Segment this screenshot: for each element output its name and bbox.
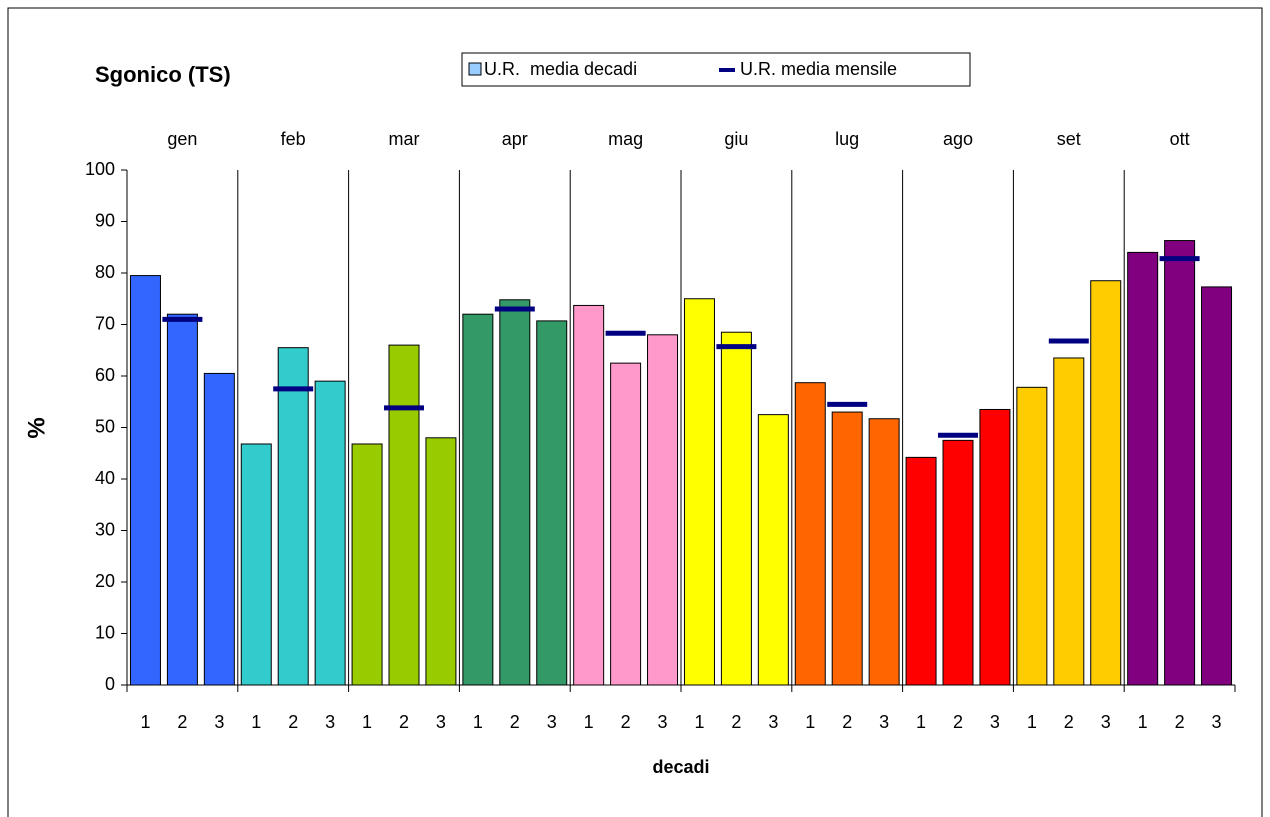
x-tick-label: 2 (1064, 712, 1074, 732)
bar (314, 380, 346, 686)
y-tick-label: 30 (95, 519, 115, 539)
x-tick-label: 1 (140, 712, 150, 732)
bar (1016, 386, 1048, 686)
x-tick-label: 3 (879, 712, 889, 732)
month-label: mag (608, 129, 643, 149)
x-tick-label: 3 (658, 712, 668, 732)
bar (1164, 240, 1196, 686)
x-tick-label: 3 (1101, 712, 1111, 732)
x-tick-label: 2 (842, 712, 852, 732)
bar (536, 320, 568, 686)
y-tick-label: 40 (95, 468, 115, 488)
x-axis-label: decadi (652, 757, 709, 777)
bar (757, 414, 789, 686)
bar (499, 299, 531, 686)
bar (979, 408, 1011, 686)
bar (351, 443, 383, 686)
month-label: giu (724, 129, 748, 149)
y-tick-label: 20 (95, 571, 115, 591)
bar (720, 331, 752, 686)
x-tick-label: 1 (362, 712, 372, 732)
bar (425, 437, 457, 686)
x-tick-label: 1 (694, 712, 704, 732)
legend-label: U.R. media decadi (484, 59, 637, 79)
month-label: gen (167, 129, 197, 149)
y-axis-label: % (23, 417, 50, 438)
y-tick-label: 10 (95, 622, 115, 642)
month-label: lug (835, 129, 859, 149)
month-label: mar (389, 129, 420, 149)
x-tick-label: 2 (621, 712, 631, 732)
x-tick-label: 1 (1027, 712, 1037, 732)
bar (1090, 280, 1122, 686)
x-tick-label: 3 (1212, 712, 1222, 732)
x-tick-label: 3 (436, 712, 446, 732)
bar (1201, 286, 1233, 686)
x-tick-label: 1 (1138, 712, 1148, 732)
bar (794, 382, 826, 686)
y-tick-label: 100 (85, 159, 115, 179)
legend (461, 52, 971, 87)
month-label: ott (1170, 129, 1190, 149)
y-tick-label: 70 (95, 313, 115, 333)
bar (683, 298, 715, 686)
x-tick-label: 3 (990, 712, 1000, 732)
x-tick-label: 3 (214, 712, 224, 732)
bar (240, 443, 272, 686)
bar (1053, 357, 1085, 686)
x-tick-label: 3 (325, 712, 335, 732)
bar (462, 313, 494, 686)
bar (388, 344, 420, 686)
x-tick-label: 1 (584, 712, 594, 732)
month-label: set (1057, 129, 1081, 149)
y-tick-label: 0 (105, 674, 115, 694)
y-tick-label: 50 (95, 416, 115, 436)
bar (942, 439, 974, 686)
month-label: ago (943, 129, 973, 149)
y-tick-label: 80 (95, 262, 115, 282)
bar (129, 275, 161, 686)
chart-title: Sgonico (TS) (95, 62, 231, 87)
x-tick-label: 3 (547, 712, 557, 732)
bar (905, 456, 937, 686)
x-tick-label: 2 (177, 712, 187, 732)
bar (166, 313, 198, 686)
bar (868, 418, 900, 686)
x-tick-label: 2 (399, 712, 409, 732)
x-tick-label: 2 (953, 712, 963, 732)
bar (647, 334, 679, 686)
y-tick-label: 90 (95, 210, 115, 230)
bar (1127, 251, 1159, 686)
x-tick-label: 2 (1175, 712, 1185, 732)
bar (277, 347, 309, 686)
month-label: feb (281, 129, 306, 149)
x-tick-label: 3 (768, 712, 778, 732)
bar (573, 304, 605, 686)
bar (203, 372, 235, 686)
legend-label: U.R. media mensile (740, 59, 897, 79)
x-tick-label: 1 (916, 712, 926, 732)
x-tick-label: 2 (510, 712, 520, 732)
x-tick-label: 2 (731, 712, 741, 732)
x-tick-label: 1 (805, 712, 815, 732)
bar (831, 411, 863, 686)
x-tick-label: 2 (288, 712, 298, 732)
x-tick-label: 1 (473, 712, 483, 732)
legend-swatch (468, 62, 482, 76)
x-tick-label: 1 (251, 712, 261, 732)
month-label: apr (502, 129, 528, 149)
y-tick-label: 60 (95, 365, 115, 385)
bar (610, 362, 642, 686)
